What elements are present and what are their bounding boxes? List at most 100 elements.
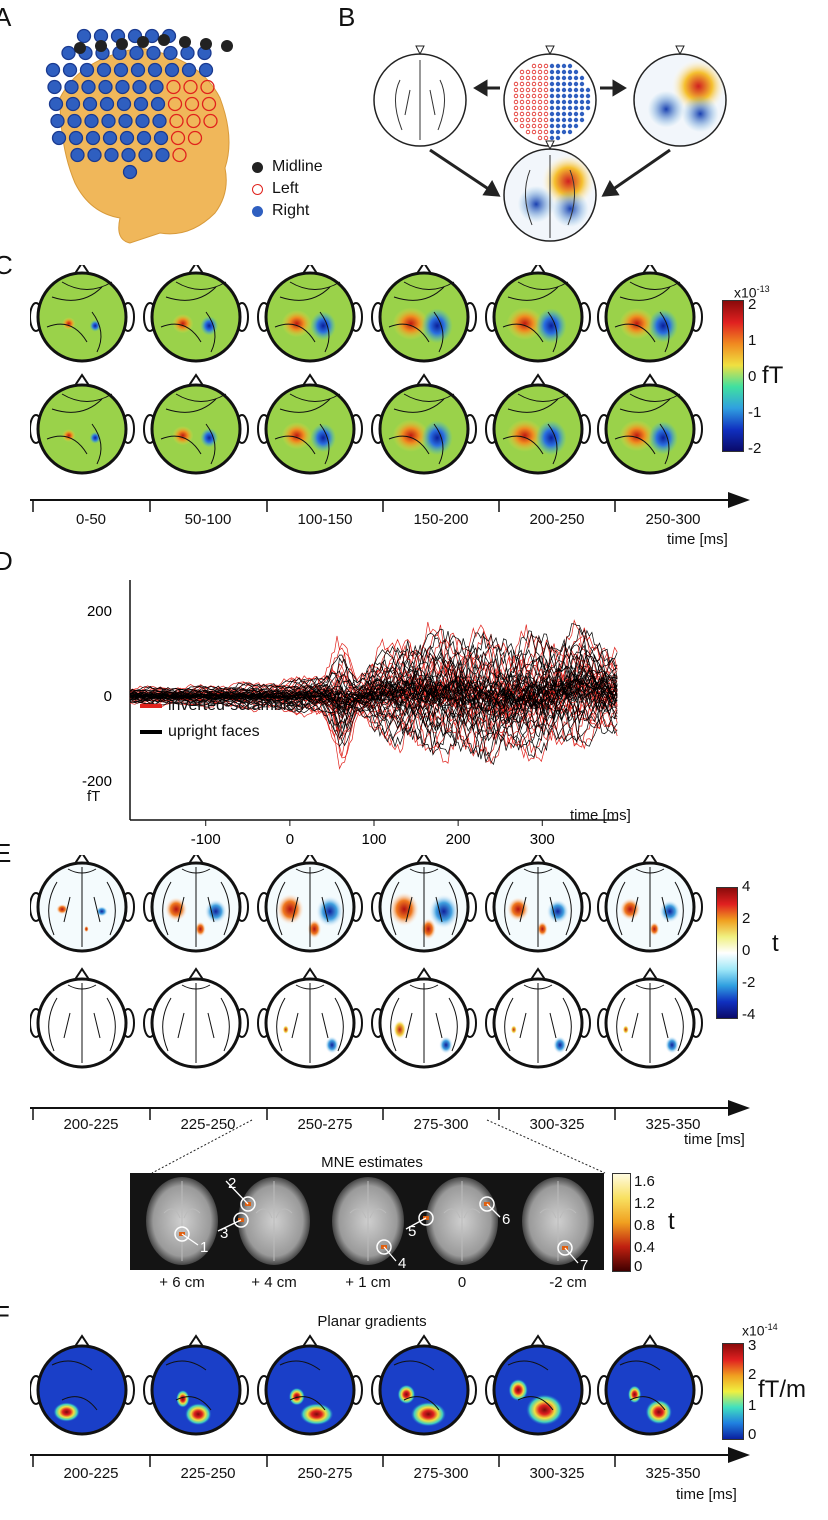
sensor-layout-head bbox=[503, 45, 597, 147]
mne-colorbar-unit: t bbox=[668, 1208, 675, 1235]
topomap-e-top-2 bbox=[257, 855, 363, 953]
legend-right-label: Right bbox=[272, 202, 310, 219]
sensor-right bbox=[67, 113, 82, 129]
sensor-right bbox=[81, 79, 96, 95]
topomap-f-5 bbox=[597, 1334, 703, 1436]
sensor-right bbox=[181, 62, 197, 78]
trace-upright-faces bbox=[129, 627, 618, 697]
panel-label-f: F bbox=[0, 1300, 10, 1330]
time-axis-c bbox=[30, 492, 750, 512]
sensor-dot-right bbox=[561, 117, 567, 123]
colorbar-c-unit: fT bbox=[762, 362, 784, 389]
sensor-dot-right bbox=[555, 117, 561, 123]
sensor-left bbox=[200, 79, 215, 95]
topomap-c-0-5 bbox=[597, 265, 703, 363]
sensor-dot-right bbox=[579, 81, 585, 87]
sensor-right bbox=[68, 130, 84, 146]
legend-left-label: Left bbox=[272, 180, 299, 197]
topomap-c-1-0 bbox=[30, 373, 135, 475]
sensor-dot-right bbox=[549, 117, 555, 123]
sensor-dot-left bbox=[543, 93, 549, 99]
sensor-dot-left bbox=[537, 63, 543, 69]
mne-zoom-lines bbox=[151, 1119, 606, 1174]
topomap-f-0 bbox=[30, 1334, 135, 1436]
sensor-dot-left bbox=[531, 105, 537, 111]
sensor-dot-right bbox=[549, 69, 555, 75]
topomap-e-bottom-4 bbox=[485, 967, 591, 1069]
sensor-dot-right bbox=[555, 75, 561, 81]
topomap-c-0-3 bbox=[371, 265, 477, 363]
sensor-dot-right bbox=[585, 105, 591, 111]
head-sensor-illustration bbox=[45, 28, 233, 244]
mne-source-ring-3 bbox=[233, 1212, 249, 1228]
x-tick-label-3: 200 bbox=[446, 831, 471, 845]
sensor-dot-right bbox=[555, 87, 561, 93]
trace-upright-faces bbox=[129, 665, 618, 703]
sensor-dot-left bbox=[531, 111, 537, 117]
sensor-right bbox=[146, 45, 161, 61]
sensor-dot-right bbox=[579, 93, 585, 99]
topomap-e-top-1 bbox=[143, 855, 249, 953]
topomap-f-3 bbox=[371, 1334, 477, 1436]
trace-upright-faces bbox=[129, 644, 618, 697]
panel-label-e: E bbox=[0, 838, 12, 868]
time-axis-c-label: time [ms] bbox=[667, 531, 728, 548]
topomap-c-1-5 bbox=[597, 373, 703, 475]
mne-source-ring-4 bbox=[376, 1239, 392, 1255]
sensor-dot-right bbox=[561, 105, 567, 111]
sensor-dot-left bbox=[531, 129, 537, 135]
sensor-dot-right bbox=[561, 81, 567, 87]
sensor-right bbox=[136, 130, 152, 146]
panel-label-c: C bbox=[0, 250, 13, 280]
sensor-left bbox=[186, 113, 201, 129]
sensor-dot-right bbox=[567, 63, 573, 69]
sensor-left bbox=[166, 79, 181, 95]
colorbar-f-tick-2: 2 bbox=[748, 1366, 757, 1383]
sensor-left bbox=[201, 96, 217, 112]
sensor-dot-right bbox=[555, 63, 561, 69]
trace-upright-faces bbox=[129, 680, 618, 708]
topomap-f-4 bbox=[485, 1334, 591, 1436]
sensor-dot-right bbox=[561, 69, 567, 75]
sensor-right bbox=[79, 62, 95, 78]
sensor-dot-left bbox=[525, 75, 531, 81]
sensor-dot-right bbox=[549, 87, 555, 93]
sensor-dot-left bbox=[537, 81, 543, 87]
colorbar-f-unit: fT/m bbox=[758, 1376, 806, 1403]
sensor-dot-right bbox=[573, 69, 579, 75]
sensor-dot-left bbox=[537, 117, 543, 123]
sensor-dot-right bbox=[561, 99, 567, 105]
sensor-left bbox=[170, 130, 186, 146]
sensor-dot-right bbox=[549, 81, 555, 87]
time-bin-c-4: 200-250 bbox=[529, 511, 585, 528]
sensor-dot-left bbox=[531, 87, 537, 93]
sensor-right bbox=[133, 96, 149, 112]
sensor-dot-right bbox=[573, 117, 579, 123]
trace-upright-faces bbox=[129, 638, 618, 701]
mne-source-ring-7 bbox=[557, 1240, 573, 1256]
sensor-dot-left bbox=[525, 123, 531, 129]
sensor-dot-left bbox=[537, 99, 543, 105]
topomap-e-top-5 bbox=[597, 855, 703, 953]
sensor-right bbox=[50, 113, 65, 129]
sensor-dot-left bbox=[531, 81, 537, 87]
topomap-f-1 bbox=[143, 1334, 249, 1436]
sensor-dot-right bbox=[561, 63, 567, 69]
sensor-dot-right bbox=[561, 75, 567, 81]
sensor-right bbox=[115, 79, 130, 95]
topomap-e-top-0 bbox=[30, 855, 135, 953]
sensor-dot-left bbox=[537, 135, 543, 141]
mne-colorbar-tick-08: 0.8 bbox=[634, 1217, 655, 1234]
time-bin-c-1: 50-100 bbox=[184, 511, 232, 528]
sensor-dot-left bbox=[525, 111, 531, 117]
sensor-dot-right bbox=[549, 75, 555, 81]
sensor-dot-left bbox=[543, 99, 549, 105]
time-bin-f-5: 325-350 bbox=[645, 1465, 701, 1482]
sensor-dot-right bbox=[549, 105, 555, 111]
y-tick-label-1: 0 bbox=[104, 688, 112, 705]
sensor-dot-left bbox=[537, 123, 543, 129]
sensor-right bbox=[153, 130, 169, 146]
sensor-dot-left bbox=[513, 111, 519, 117]
sensor-dot-right bbox=[555, 111, 561, 117]
x-tick-label-2: 100 bbox=[361, 831, 386, 845]
